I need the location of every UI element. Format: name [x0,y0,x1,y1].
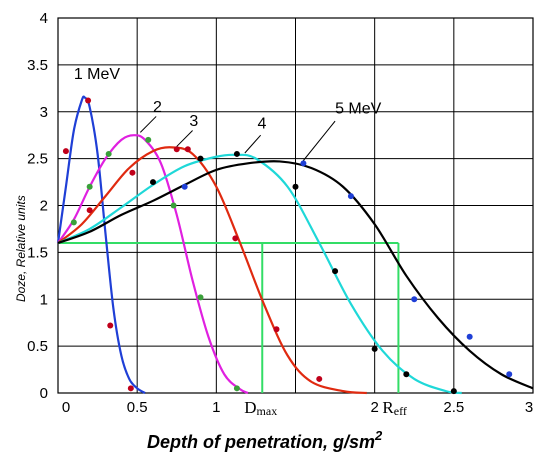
series-point-2 [70,219,77,226]
series-leader-5 [303,120,336,161]
series-point-5 [181,183,188,190]
series-line-1 [56,95,146,394]
series-point-4 [150,179,156,186]
series-point-2 [197,294,204,301]
y-tick-label: 3 [40,104,48,121]
y-axis-label: Doze, Relative units [14,195,28,302]
y-tick-label: 3.5 [27,57,48,74]
series-point-2 [170,202,177,209]
series-point-1 [85,97,92,104]
y-tick-label: 0 [40,385,48,402]
series-point-4 [450,388,457,395]
series-point-3 [184,146,191,153]
series-leader-4 [244,134,262,154]
annotation-sub-2: eff [394,404,407,418]
series-point-4 [197,155,204,162]
series-point-2 [86,183,93,190]
annotation-labels: Dmax Reff [244,398,407,418]
series-point-4 [332,268,339,275]
series-point-5 [300,160,307,167]
series-point-1 [62,148,69,155]
x-axis-label-sup: 2 [374,428,383,443]
series-point-3 [129,169,136,176]
series-label-3: 3 [189,113,198,130]
series-point-3 [173,146,180,153]
series-point-3 [86,207,93,214]
series-point-5 [411,296,418,303]
annotation-2: Reff [382,398,406,418]
series-line-4 [57,153,462,395]
series-point-1 [127,385,134,392]
series-point-4 [403,371,410,378]
series-point-3 [232,235,239,242]
series-point-2 [233,385,240,392]
annotation-sub-1: max [257,404,278,418]
series-point-2 [105,150,112,157]
x-axis-label: Depth of penetration, g/sm2 [147,428,383,452]
series-point-4 [233,150,240,157]
series-line-5 [57,160,534,390]
series-point-4 [371,345,378,352]
tick-labels: 0 0.5 1 1.5 2 2.5 3 3.5 4 0 0.5 1 2 2.5 3 [27,10,533,416]
annotation-1: Dmax [244,398,277,418]
series-label-5: 5 MeV [335,101,382,118]
series-labels: 1 MeV 2 3 4 5 MeV [74,66,382,161]
series-point-5 [466,333,473,340]
series-point-5 [506,371,513,378]
series-point-2 [145,136,152,143]
x-tick-label: 2.5 [443,399,464,416]
y-tick-label: 4 [40,10,48,27]
series-curves [56,95,534,395]
series-label-1: 1 MeV [74,66,121,83]
x-axis-label-text: Depth of penetration, g/sm [147,432,375,452]
series-leader-3 [176,130,193,147]
series-points [62,97,513,395]
series-line-3 [57,146,367,395]
y-tick-label: 0.5 [27,338,48,355]
x-tick-label: 0.5 [127,399,148,416]
series-point-3 [316,375,323,382]
y-tick-label: 1.5 [27,244,48,261]
series-point-3 [273,326,280,333]
y-tick-label: 2.5 [27,151,48,168]
series-label-4: 4 [258,116,267,133]
series-point-1 [107,322,114,329]
x-tick-label: 0 [62,399,70,416]
series-leader-2 [139,116,157,133]
x-tick-label: 1 [212,399,220,416]
series-line-2 [57,134,249,395]
series-point-4 [292,183,299,190]
grid [57,17,534,394]
series-point-5 [347,193,354,200]
x-tick-label: 2 [370,399,378,416]
y-tick-label: 2 [40,198,48,215]
y-tick-label: 1 [40,291,48,308]
series-label-2: 2 [153,99,162,116]
x-tick-label: 3 [525,399,533,416]
